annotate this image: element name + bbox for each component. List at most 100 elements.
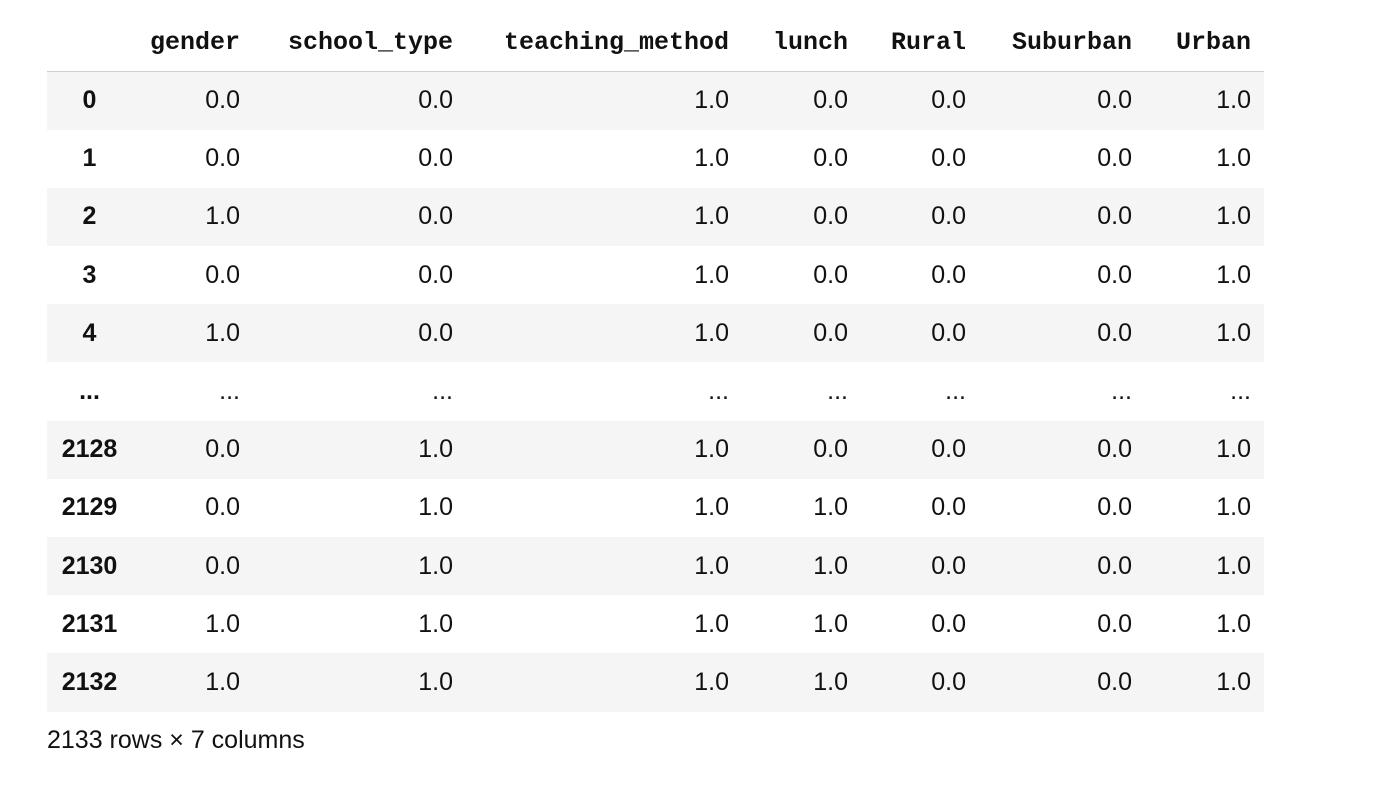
table-cell: 1.0 xyxy=(694,144,729,173)
table-cell: 0.0 xyxy=(205,86,240,115)
table-cell: 0.0 xyxy=(1097,260,1132,289)
table-cell: 1.0 xyxy=(1216,260,1251,289)
table-cell: 1.0 xyxy=(1216,667,1251,696)
table-row: 0 0.0 0.0 1.0 0.0 0.0 0.0 1.0 xyxy=(47,71,1264,130)
table-cell: 1.0 xyxy=(1216,318,1251,347)
table-cell: 1.0 xyxy=(813,609,848,638)
column-header-urban: Urban xyxy=(1145,14,1264,72)
dataframe-shape-caption: 2133 rows × 7 columns xyxy=(47,726,305,754)
table-cell: 1.0 xyxy=(205,667,240,696)
table-row: 2130 0.0 1.0 1.0 1.0 0.0 0.0 1.0 xyxy=(47,537,1264,596)
row-index: 2130 xyxy=(61,551,118,580)
table-cell: 1.0 xyxy=(1216,435,1251,464)
table-cell: 1.0 xyxy=(418,493,453,522)
table-cell: 1.0 xyxy=(694,86,729,115)
row-index: 2129 xyxy=(61,493,118,522)
table-cell: 1.0 xyxy=(418,667,453,696)
table-cell: 0.0 xyxy=(813,260,848,289)
table-cell: 1.0 xyxy=(418,609,453,638)
table-cell: 1.0 xyxy=(1216,493,1251,522)
table-cell: ... xyxy=(432,377,453,406)
table-row: 2131 1.0 1.0 1.0 1.0 0.0 0.0 1.0 xyxy=(47,595,1264,653)
table-cell: 0.0 xyxy=(1097,435,1132,464)
ellipsis-row: ... ... ... ... ... ... ... ... xyxy=(47,362,1264,420)
table-cell: 0.0 xyxy=(418,260,453,289)
table-cell: 0.0 xyxy=(813,202,848,231)
row-index: ... xyxy=(79,377,100,406)
column-header-lunch: lunch xyxy=(742,14,861,72)
table-cell: ... xyxy=(945,377,966,406)
table-cell: 0.0 xyxy=(205,551,240,580)
table-cell: 0.0 xyxy=(205,435,240,464)
table-cell: 0.0 xyxy=(418,86,453,115)
table-row: 4 1.0 0.0 1.0 0.0 0.0 0.0 1.0 xyxy=(47,304,1264,363)
table-cell: 0.0 xyxy=(418,144,453,173)
row-index: 2131 xyxy=(61,609,118,638)
table-cell: 0.0 xyxy=(931,144,966,173)
row-index: 0 xyxy=(82,86,97,115)
table-cell: 1.0 xyxy=(694,551,729,580)
table-cell: 0.0 xyxy=(1097,86,1132,115)
table-cell: 0.0 xyxy=(813,318,848,347)
column-header-suburban: Suburban xyxy=(979,14,1145,72)
table-cell: 0.0 xyxy=(1097,202,1132,231)
table-cell: 0.0 xyxy=(931,86,966,115)
table-cell: 0.0 xyxy=(1097,551,1132,580)
dataframe-table: gender school_type teaching_method lunch… xyxy=(47,14,1264,712)
table-cell: 0.0 xyxy=(1097,493,1132,522)
table-cell: 0.0 xyxy=(1097,667,1132,696)
table-cell: 1.0 xyxy=(205,318,240,347)
table-cell: 0.0 xyxy=(1097,318,1132,347)
row-index: 1 xyxy=(82,144,97,173)
table-cell: 0.0 xyxy=(205,144,240,173)
table-cell: 0.0 xyxy=(931,435,966,464)
column-header-school-type: school_type xyxy=(253,14,466,72)
table-row: 3 0.0 0.0 1.0 0.0 0.0 0.0 1.0 xyxy=(47,246,1264,304)
table-cell: ... xyxy=(219,377,240,406)
table-cell: 0.0 xyxy=(418,318,453,347)
table-cell: 0.0 xyxy=(418,202,453,231)
table-cell: 1.0 xyxy=(418,551,453,580)
table-cell: 1.0 xyxy=(694,318,729,347)
table-cell: 0.0 xyxy=(931,609,966,638)
table-row: 2128 0.0 1.0 1.0 0.0 0.0 0.0 1.0 xyxy=(47,420,1264,479)
row-index: 2132 xyxy=(61,667,118,696)
table-cell: 1.0 xyxy=(813,667,848,696)
table-cell: 1.0 xyxy=(1216,86,1251,115)
table-cell: 0.0 xyxy=(813,86,848,115)
table-cell: ... xyxy=(708,377,729,406)
table-cell: 0.0 xyxy=(931,551,966,580)
table-cell: ... xyxy=(1230,377,1251,406)
row-index: 4 xyxy=(82,318,97,347)
table-cell: 0.0 xyxy=(1097,609,1132,638)
table-cell: 1.0 xyxy=(694,493,729,522)
table-cell: 1.0 xyxy=(813,551,848,580)
table-cell: 1.0 xyxy=(813,493,848,522)
column-header-rural: Rural xyxy=(861,14,979,72)
table-row: 2132 1.0 1.0 1.0 1.0 0.0 0.0 1.0 xyxy=(47,653,1264,712)
table-row: 1 0.0 0.0 1.0 0.0 0.0 0.0 1.0 xyxy=(47,130,1264,188)
table-cell: ... xyxy=(1111,377,1132,406)
table-cell: 0.0 xyxy=(1097,144,1132,173)
dataframe-output: gender school_type teaching_method lunch… xyxy=(47,14,1264,712)
row-index: 2128 xyxy=(61,435,118,464)
index-header xyxy=(47,14,132,72)
table-cell: 1.0 xyxy=(694,435,729,464)
column-header-teaching-method: teaching_method xyxy=(466,14,742,72)
table-cell: 1.0 xyxy=(418,435,453,464)
header-row: gender school_type teaching_method lunch… xyxy=(47,14,1264,72)
table-cell: ... xyxy=(827,377,848,406)
table-cell: 0.0 xyxy=(931,260,966,289)
table-row: 2 1.0 0.0 1.0 0.0 0.0 0.0 1.0 xyxy=(47,187,1264,247)
table-cell: 1.0 xyxy=(694,260,729,289)
table-cell: 0.0 xyxy=(205,493,240,522)
table-cell: 1.0 xyxy=(1216,609,1251,638)
row-index: 3 xyxy=(82,260,97,289)
table-cell: 1.0 xyxy=(1216,551,1251,580)
table-cell: 0.0 xyxy=(931,318,966,347)
table-cell: 0.0 xyxy=(813,144,848,173)
column-header-gender: gender xyxy=(132,14,253,72)
table-cell: 1.0 xyxy=(694,202,729,231)
table-cell: 0.0 xyxy=(205,260,240,289)
table-cell: 1.0 xyxy=(694,667,729,696)
